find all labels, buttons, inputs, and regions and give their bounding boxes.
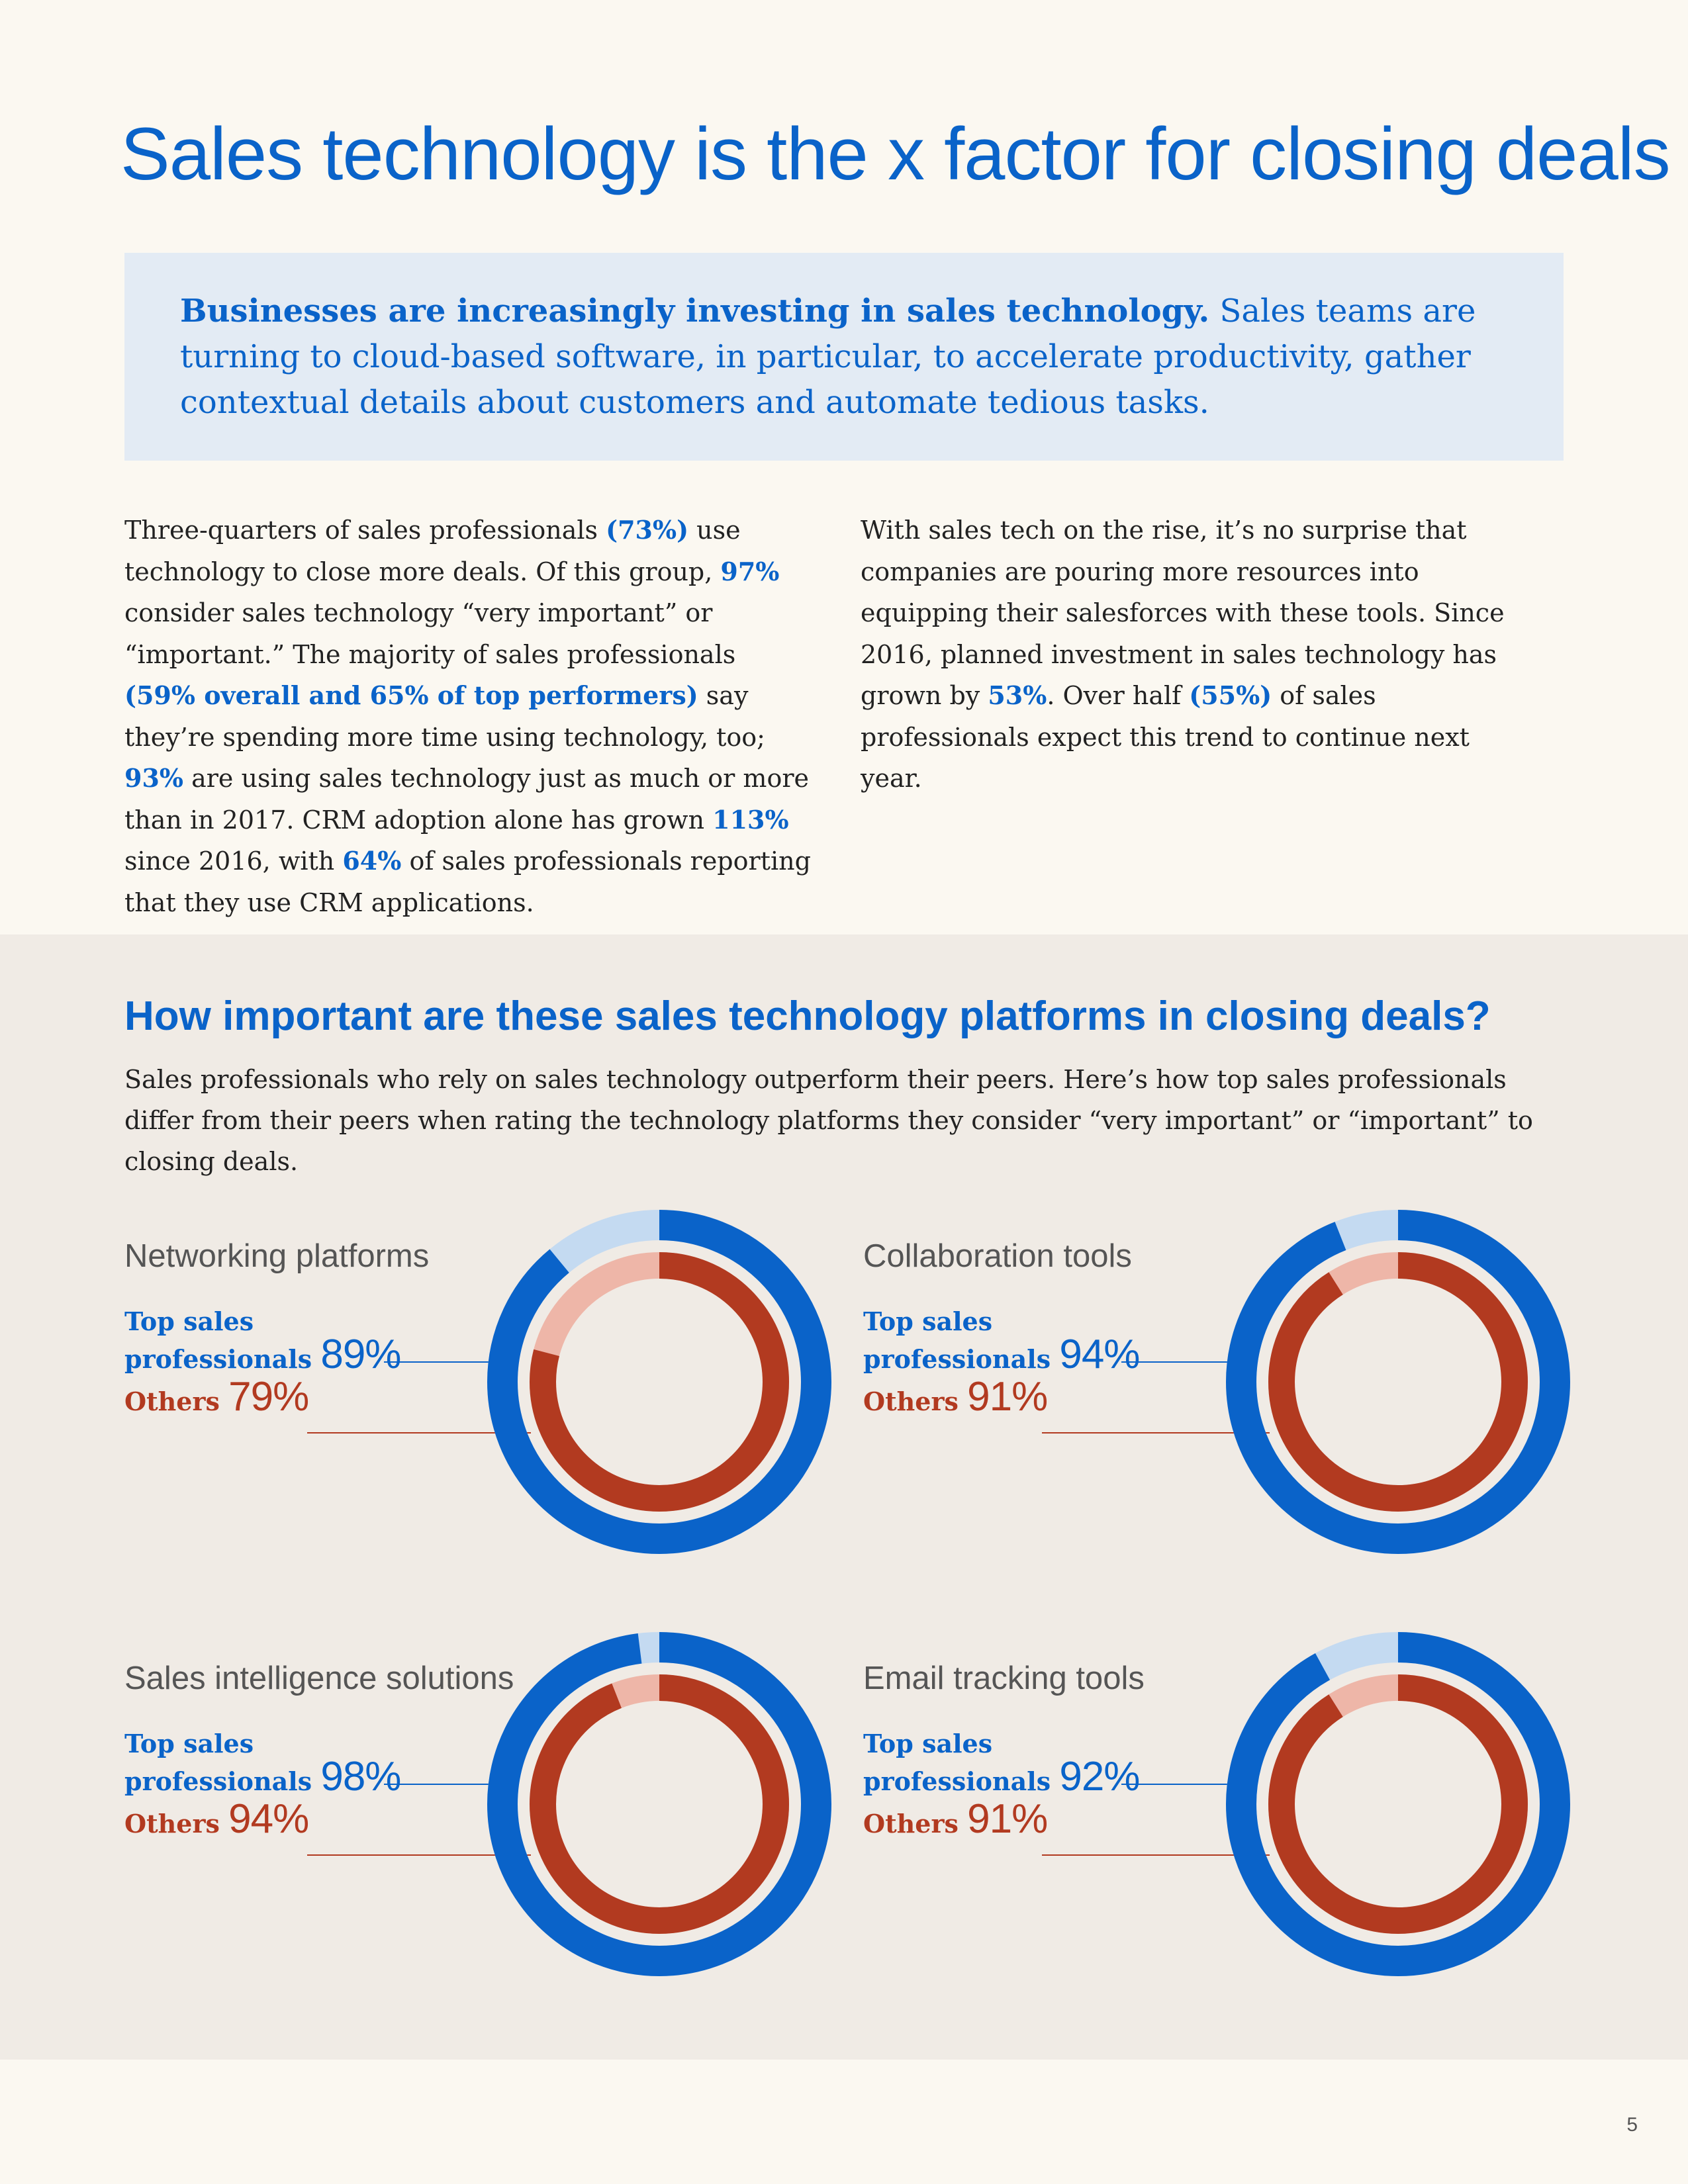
intro-bold: Businesses are increasingly investing in… xyxy=(180,293,1210,330)
text-run: since 2016, with xyxy=(124,846,343,876)
intro-text: Sales teams are turning to cloud-based s… xyxy=(180,293,1476,421)
top-sales-value: 98% xyxy=(320,1754,401,1799)
section-title: How important are these sales technology… xyxy=(124,993,1491,1039)
top-leader-line xyxy=(1121,1784,1229,1785)
others-leader-line xyxy=(1042,1854,1270,1856)
top-leader-line xyxy=(384,1784,490,1785)
top-sales-ring-arc xyxy=(487,1210,831,1554)
others-label: Others 91% xyxy=(863,1796,1048,1844)
right-column-text: With sales tech on the rise, it’s no sur… xyxy=(861,510,1523,799)
others-leader-line xyxy=(307,1432,531,1433)
chart-panel-networking: Networking platforms Top sales profession… xyxy=(124,1210,866,1608)
highlight-stat: (59% overall and 65% of top performers) xyxy=(124,680,698,710)
top-label-line1: Top sales xyxy=(863,1729,993,1758)
others-label-text: Others xyxy=(863,1809,959,1839)
top-label-line1: Top sales xyxy=(863,1306,993,1336)
others-ring-arc xyxy=(530,1252,789,1512)
page-number: 5 xyxy=(1626,2114,1638,2136)
highlight-stat: 97% xyxy=(720,556,780,586)
highlight-stat: 113% xyxy=(712,804,789,835)
page-title: Sales technology is the x factor for clo… xyxy=(120,113,1671,195)
chart-panel-sales-intelligence: Sales intelligence solutions Top sales pr… xyxy=(124,1632,866,2030)
left-column-text: Three-quarters of sales professionals (7… xyxy=(124,510,813,923)
top-label-line2: professionals xyxy=(863,1766,1051,1796)
others-label-text: Others xyxy=(124,1809,220,1839)
top-label-line1: Top sales xyxy=(124,1306,254,1336)
donut-chart xyxy=(1226,1210,1570,1554)
top-sales-value: 92% xyxy=(1059,1754,1140,1799)
text-run: say they’re spending more time using tec… xyxy=(124,681,765,752)
others-value: 79% xyxy=(228,1374,309,1420)
donut-chart xyxy=(487,1210,831,1554)
highlight-stat: (73%) xyxy=(606,515,689,545)
top-sales-label: Top sales professionals 94% xyxy=(863,1305,1140,1377)
others-label: Others 91% xyxy=(863,1374,1048,1422)
text-run: Three-quarters of sales professionals xyxy=(124,516,606,545)
top-sales-label: Top sales professionals 98% xyxy=(124,1727,401,1799)
donut-chart xyxy=(1226,1632,1570,1976)
others-label-text: Others xyxy=(863,1387,959,1416)
highlight-stat: (55%) xyxy=(1189,680,1272,710)
others-label: Others 94% xyxy=(124,1796,309,1844)
text-run: of sales professionals reporting that th… xyxy=(124,846,811,917)
top-sales-label: Top sales professionals 92% xyxy=(863,1727,1140,1799)
others-leader-line xyxy=(307,1854,531,1856)
top-label-line2: professionals xyxy=(863,1344,1051,1374)
others-value: 91% xyxy=(967,1374,1048,1420)
others-value: 91% xyxy=(967,1796,1048,1842)
text-run: of sales professionals expect this trend… xyxy=(861,681,1470,793)
top-leader-line xyxy=(384,1361,490,1363)
section-description: Sales professionals who rely on sales te… xyxy=(124,1065,1533,1176)
donut-chart xyxy=(487,1632,831,1976)
chart-title: Collaboration tools xyxy=(863,1238,1132,1274)
others-label-text: Others xyxy=(124,1387,220,1416)
highlight-stat: 64% xyxy=(342,846,402,876)
others-ring-arc xyxy=(1268,1674,1528,1934)
top-sales-ring-arc xyxy=(1226,1210,1570,1554)
chart-panel-email-tracking: Email tracking tools Top sales profession… xyxy=(863,1632,1605,2030)
top-sales-label: Top sales professionals 89% xyxy=(124,1305,401,1377)
top-label-line2: professionals xyxy=(124,1766,312,1796)
others-ring-arc xyxy=(530,1674,789,1934)
top-sales-value: 89% xyxy=(320,1332,401,1377)
intro-callout: Businesses are increasingly investing in… xyxy=(124,253,1564,461)
text-run: use technology to close more deals. Of t… xyxy=(124,516,741,586)
text-run: consider sales technology “very importan… xyxy=(124,598,736,669)
others-value: 94% xyxy=(228,1796,309,1842)
chart-title: Email tracking tools xyxy=(863,1661,1145,1696)
text-run: With sales tech on the rise, it’s no sur… xyxy=(861,516,1505,710)
text-run: . Over half xyxy=(1047,681,1190,710)
top-sales-ring-arc xyxy=(1226,1632,1570,1976)
chart-title: Sales intelligence solutions xyxy=(124,1661,514,1696)
others-label: Others 79% xyxy=(124,1374,309,1422)
top-sales-value: 94% xyxy=(1059,1332,1140,1377)
others-ring-arc xyxy=(1268,1252,1528,1512)
highlight-stat: 53% xyxy=(988,680,1047,710)
top-label-line2: professionals xyxy=(124,1344,312,1374)
chart-title: Networking platforms xyxy=(124,1238,430,1274)
top-sales-ring-arc xyxy=(487,1632,831,1976)
highlight-stat: 93% xyxy=(124,763,183,793)
chart-panel-collaboration: Collaboration tools Top sales professiona… xyxy=(863,1210,1605,1608)
others-leader-line xyxy=(1042,1432,1270,1433)
top-label-line1: Top sales xyxy=(124,1729,254,1758)
top-leader-line xyxy=(1121,1361,1229,1363)
text-run: are using sales technology just as much … xyxy=(124,764,809,835)
